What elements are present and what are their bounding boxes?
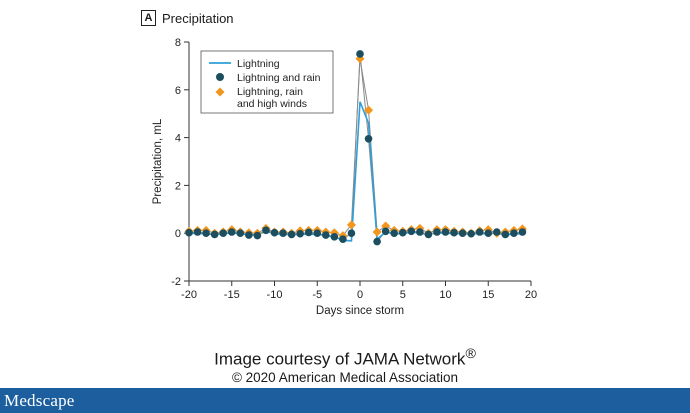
panel-header: A Precipitation — [141, 10, 234, 26]
point-circle — [416, 228, 424, 236]
point-circle — [219, 229, 227, 237]
y-axis-label: Precipitation, mL — [152, 118, 164, 204]
point-circle — [313, 229, 322, 237]
point-circle — [373, 237, 381, 246]
x-tick-label: 5 — [400, 289, 406, 301]
medscape-logo[interactable]: Medscape — [4, 391, 75, 410]
x-tick-label: 20 — [525, 289, 537, 301]
point-diamond — [364, 105, 374, 115]
point-circle — [510, 229, 518, 237]
point-circle — [279, 229, 287, 237]
point-circle — [287, 230, 296, 239]
point-circle — [501, 230, 510, 239]
y-tick-label: -2 — [171, 276, 181, 288]
point-circle — [458, 229, 467, 237]
point-circle — [364, 134, 373, 143]
point-circle — [493, 228, 501, 236]
point-diamond — [346, 220, 356, 230]
panel-title: Precipitation — [162, 10, 234, 26]
x-axis-label: Days since storm — [316, 305, 404, 317]
point-circle — [475, 228, 484, 236]
legend-label-winds-line2: and high winds — [237, 98, 307, 110]
point-circle — [210, 230, 219, 239]
point-circle — [330, 232, 339, 241]
point-circle — [296, 229, 304, 238]
point-circle — [193, 228, 202, 236]
point-circle — [339, 235, 347, 243]
point-circle — [441, 228, 450, 236]
point-circle — [262, 226, 270, 235]
point-circle — [381, 227, 390, 236]
legend-swatch-diamond — [215, 87, 225, 97]
x-tick-label: -20 — [181, 289, 197, 301]
point-circle — [236, 229, 245, 237]
x-tick-label: -15 — [224, 289, 240, 301]
point-circle — [253, 231, 262, 240]
series-line-lightning — [188, 101, 523, 242]
y-tick-label: 4 — [175, 133, 181, 145]
panel-letter: A — [141, 10, 156, 26]
point-circle — [227, 228, 236, 236]
point-circle — [518, 228, 527, 236]
image-credit: Image courtesy of JAMA Network® — [0, 346, 690, 370]
point-circle — [467, 229, 475, 238]
point-circle — [424, 230, 433, 239]
credit-text: Image courtesy of JAMA Network — [214, 349, 466, 369]
point-circle — [270, 228, 279, 237]
legend-box — [200, 50, 334, 114]
point-circle — [407, 227, 416, 236]
point-circle — [356, 50, 364, 58]
y-tick-label: 2 — [175, 180, 181, 192]
y-tick-label: 8 — [175, 37, 181, 49]
legend-swatch-circle — [216, 73, 224, 81]
point-circle — [202, 229, 210, 237]
point-circle — [433, 228, 441, 236]
legend-label-winds-line1: Lightning, rain — [237, 86, 303, 98]
x-tick-label: 10 — [439, 289, 451, 301]
registered-mark: ® — [465, 346, 476, 362]
point-circle — [304, 228, 313, 237]
x-tick-label: -10 — [267, 289, 283, 301]
x-tick-label: -5 — [312, 289, 322, 301]
y-tick-label: 6 — [175, 85, 181, 97]
point-circle — [185, 228, 193, 237]
footer-bar: Medscape — [0, 388, 690, 413]
point-circle — [245, 231, 253, 239]
y-tick-label: 0 — [175, 228, 181, 240]
point-circle — [398, 228, 407, 237]
legend-label-lightning: Lightning — [237, 58, 280, 70]
point-circle — [322, 231, 330, 239]
x-tick-label: 0 — [357, 289, 363, 301]
copyright-notice: © 2020 American Medical Association — [231, 370, 459, 385]
point-circle — [450, 228, 458, 237]
point-circle — [347, 229, 356, 237]
legend-label-lightning-and-rain: Lightning and rain — [237, 72, 321, 84]
point-circle — [390, 229, 399, 237]
point-diamond — [372, 227, 382, 237]
point-circle — [484, 229, 493, 237]
x-tick-label: 15 — [482, 289, 494, 301]
